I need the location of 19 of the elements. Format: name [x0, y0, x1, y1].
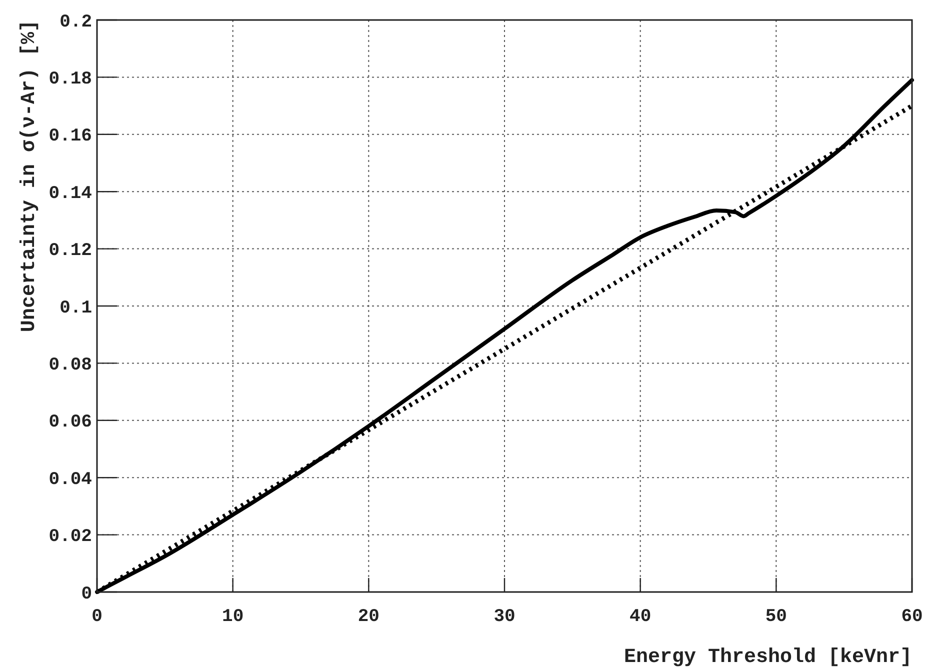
y-tick-label: 0.08	[48, 356, 92, 376]
x-tick-label: 60	[901, 606, 923, 627]
y-tick-label: 0.04	[48, 470, 92, 490]
y-tick-label: 0.1	[60, 298, 92, 318]
x-tick-label: 50	[765, 606, 787, 627]
x-axis-title: Energy Threshold [keVnr]	[624, 646, 912, 668]
y-tick-label: 0.18	[48, 70, 92, 90]
x-tick-label: 20	[358, 606, 380, 627]
y-tick-label: 0	[81, 584, 92, 604]
y-tick-label: 0.16	[48, 126, 92, 147]
y-tick-label: 0.12	[48, 241, 92, 262]
x-tick-label: 40	[630, 606, 652, 627]
y-tick-label: 0.06	[48, 412, 92, 433]
y-tick-label: 0.02	[48, 527, 92, 548]
y-tick-label: 0.2	[60, 12, 92, 32]
x-tick-label: 10	[222, 606, 244, 627]
x-tick-label: 30	[494, 606, 516, 627]
y-tick-label: 0.14	[48, 184, 92, 204]
y-axis-title: Uncertainty in σ(ν-Ar) [%]	[18, 20, 41, 332]
